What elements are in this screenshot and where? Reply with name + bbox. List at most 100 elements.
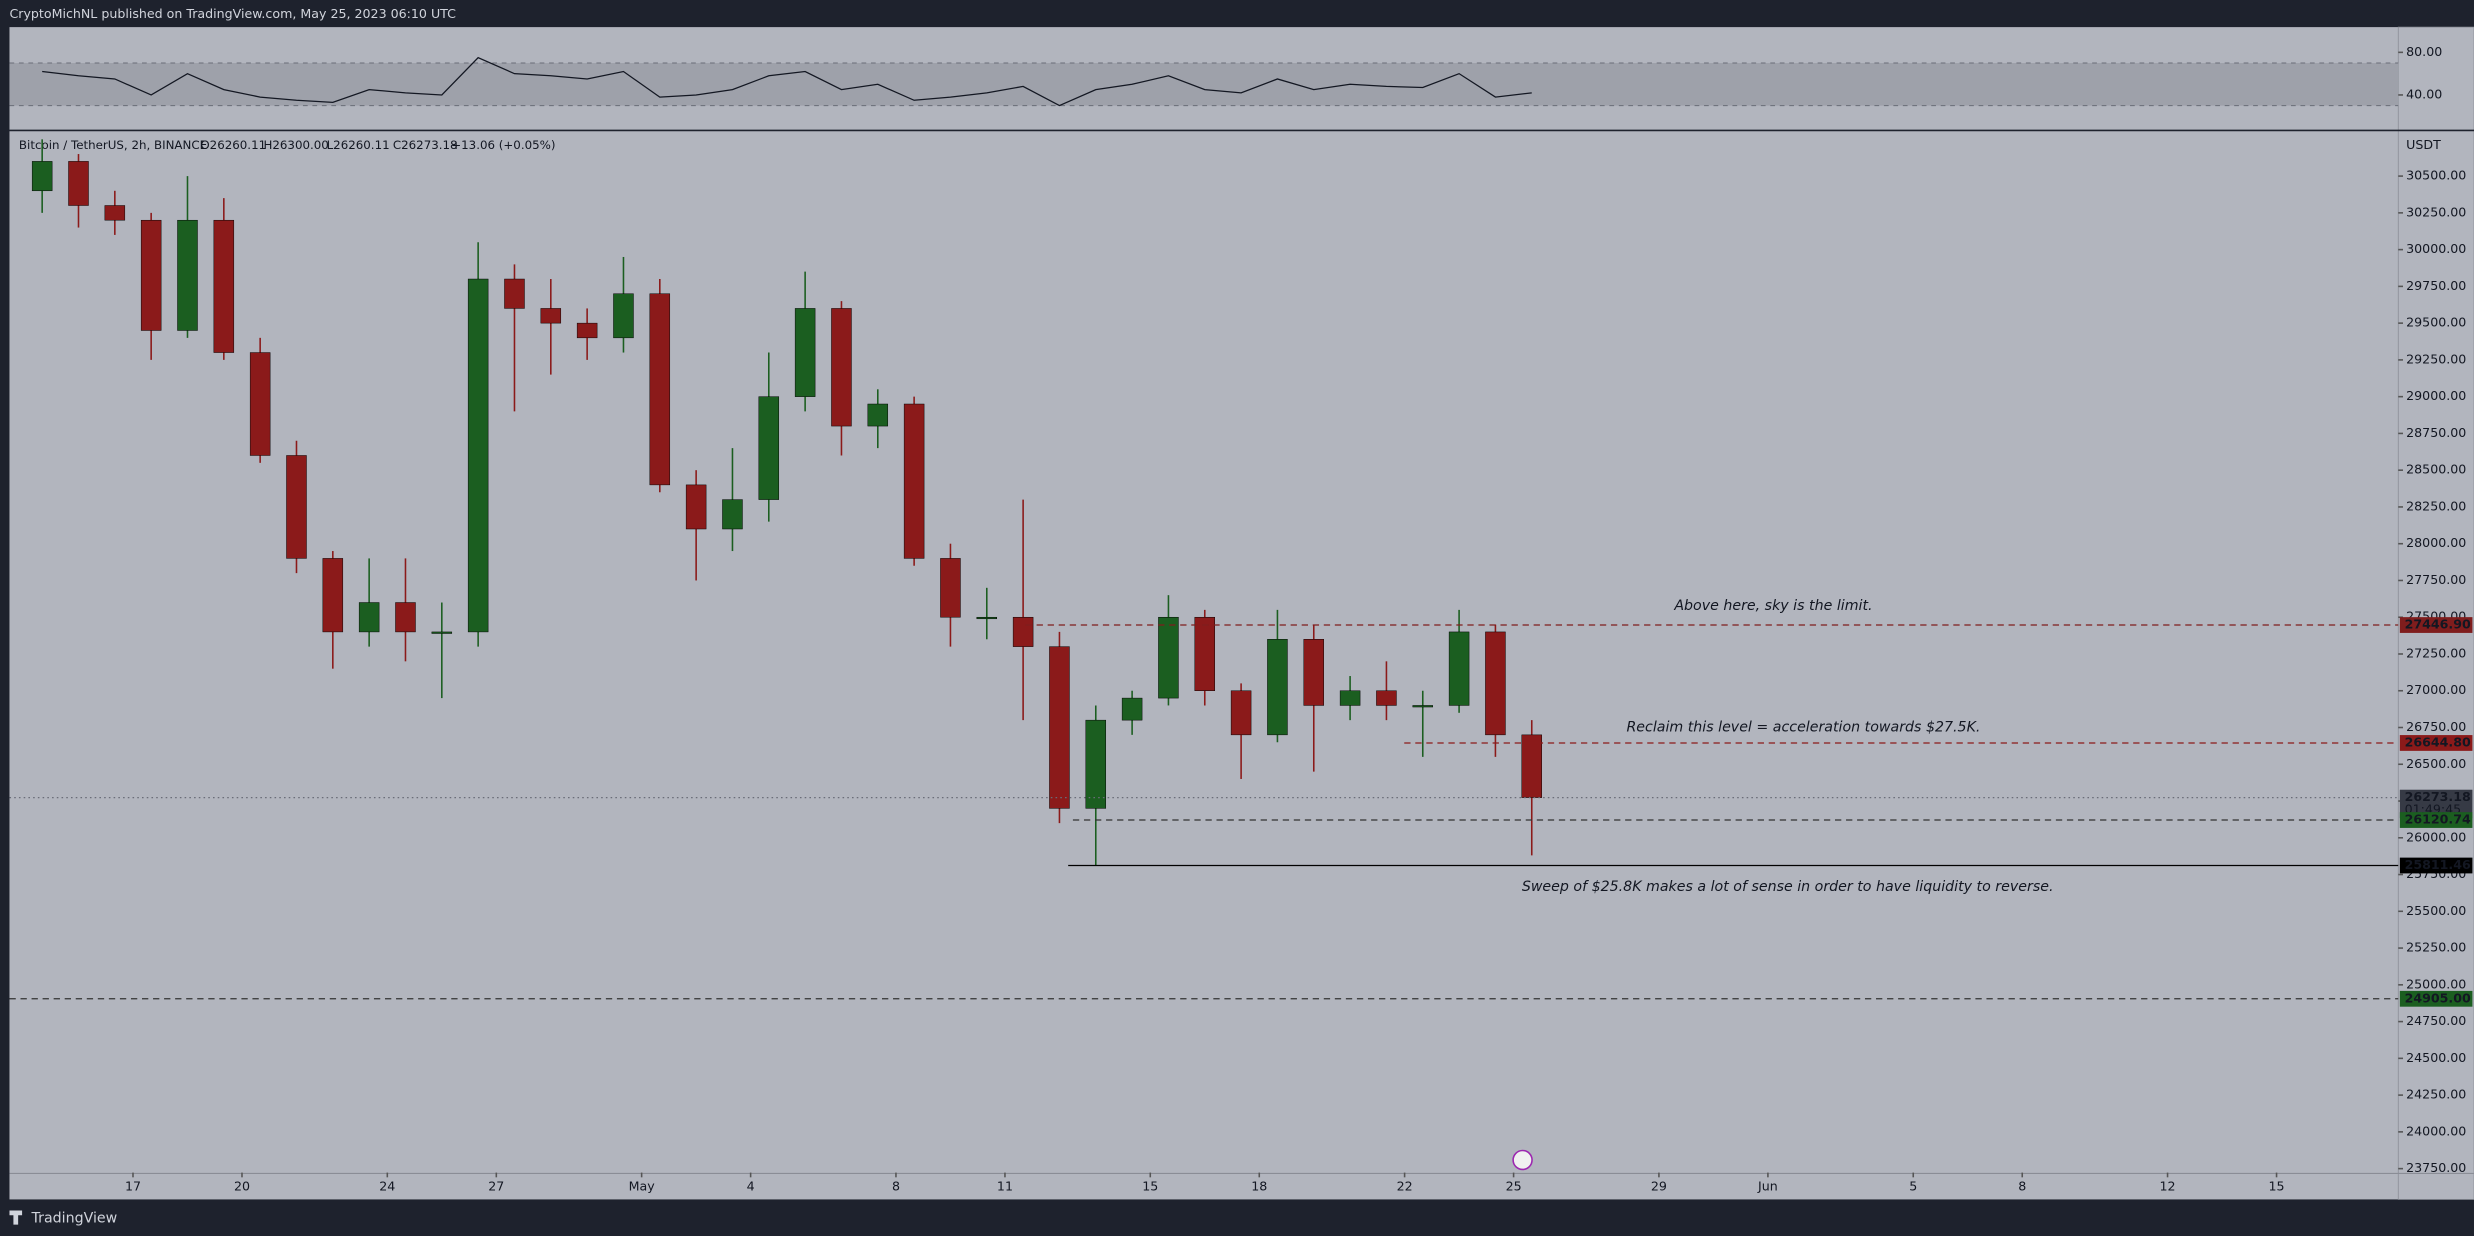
x-tick-label: 29 <box>1651 1178 1667 1193</box>
y-tick-label: 24000.00 <box>2406 1123 2466 1138</box>
candle-body <box>1230 690 1252 736</box>
candle-body <box>1121 697 1143 721</box>
candle-body <box>867 403 889 427</box>
annotation: Above here, sky is the limit. <box>1673 598 1872 614</box>
y-tick-label: 26000.00 <box>2406 829 2466 844</box>
y-tick-label: 30000.00 <box>2406 241 2466 256</box>
ohlc-value: C26273.18 <box>393 138 458 152</box>
level-label: 26273.18 <box>2405 789 2471 804</box>
candle-body <box>249 352 271 456</box>
x-tick-label: 12 <box>2160 1178 2176 1193</box>
x-tick-label: 5 <box>1909 1178 1917 1193</box>
candle-body <box>1158 616 1179 699</box>
candle-body <box>177 219 198 331</box>
y-tick-label: 28250.00 <box>2406 498 2466 513</box>
y-tick-label: 28500.00 <box>2406 462 2466 477</box>
annotation: Sweep of $25.8K makes a lot of sense in … <box>1522 879 2054 895</box>
candle-body <box>540 308 562 324</box>
x-tick-label: 24 <box>379 1178 395 1193</box>
x-tick-label: Jun <box>1757 1178 1778 1193</box>
x-tick-label: 8 <box>2018 1178 2026 1193</box>
candle-body <box>431 631 453 634</box>
x-tick-label: 18 <box>1251 1178 1267 1193</box>
x-tick-label: 20 <box>234 1178 250 1193</box>
y-tick-label: 24500.00 <box>2406 1050 2466 1065</box>
event-icon <box>1512 1149 1533 1171</box>
candle-body <box>1448 631 1470 706</box>
plot: 23750.00 24000.00 24250.00 24500.00 24750.00… <box>9 44 2473 1193</box>
level-label: 27446.90 <box>2405 617 2471 632</box>
candle-body <box>68 161 89 206</box>
legend: Bitcoin / TetherUS, 2h, BINANCE <box>19 138 207 152</box>
y-tick-label: 25250.00 <box>2406 940 2466 955</box>
candle-body <box>1049 646 1070 809</box>
annotation: Reclaim this level = acceleration toward… <box>1626 720 1980 736</box>
brand-logo <box>9 1210 23 1225</box>
candle-body <box>758 396 780 500</box>
candle-body <box>1012 616 1034 647</box>
y-tick-label: 26500.00 <box>2406 756 2466 771</box>
level-label-bg <box>2399 990 2473 1007</box>
x-tick-label: 8 <box>892 1178 900 1193</box>
candle-body <box>1085 719 1107 809</box>
y-tick-label: 27750.00 <box>2406 572 2466 587</box>
candle-body <box>903 403 925 559</box>
level-label-bg <box>2399 617 2473 633</box>
y-tick-label: 29500.00 <box>2406 315 2466 330</box>
candle-body <box>613 293 634 339</box>
ohlc-value: L26260.11 <box>327 138 390 152</box>
x-tick-label: 15 <box>2269 1178 2285 1193</box>
y-tick-label: 30250.00 <box>2406 204 2466 219</box>
y-tick-label: 28750.00 <box>2406 425 2466 440</box>
level-label: 25811.46 <box>2405 857 2471 872</box>
y-tick-label: 26750.00 <box>2406 719 2466 734</box>
level-label-bg <box>2399 857 2473 874</box>
y-tick-label: 27250.00 <box>2406 645 2466 660</box>
candle-body <box>1376 690 1397 706</box>
candle-body <box>649 293 671 486</box>
candle-body <box>213 219 235 353</box>
candle-body <box>1339 690 1361 706</box>
x-tick-label: 4 <box>747 1178 755 1193</box>
candle-body <box>322 558 344 633</box>
ohlc-value: H26300.00 <box>263 138 328 152</box>
candle-body <box>358 602 380 633</box>
candle-body <box>576 322 598 339</box>
y-tick-label: 40.00 <box>2406 86 2442 101</box>
x-tick-label: 27 <box>488 1178 504 1193</box>
x-tick-label: 17 <box>125 1178 141 1193</box>
candle-body <box>467 278 489 633</box>
candle-body <box>722 499 743 530</box>
level-label: 26120.74 <box>2405 812 2471 827</box>
rsi-line <box>42 56 1532 107</box>
header-title: CryptoMichNL published on TradingView.co… <box>9 6 456 21</box>
candle-body <box>504 278 525 309</box>
chart-area <box>9 27 2474 1200</box>
candle-body <box>31 161 53 192</box>
y-tick-label: 23750.00 <box>2406 1160 2466 1175</box>
candle-body <box>395 602 416 633</box>
candle-body <box>685 484 707 530</box>
y-tick-label: 24250.00 <box>2406 1087 2466 1102</box>
y-tick-label: 30500.00 <box>2406 168 2466 183</box>
footer-brand: TradingView <box>31 1210 118 1226</box>
candle-body <box>976 616 998 620</box>
candle-body <box>940 558 961 618</box>
candle-body <box>794 308 816 397</box>
x-tick-label: 11 <box>997 1178 1013 1193</box>
x-tick-label: May <box>629 1178 656 1193</box>
y-tick-label: 80.00 <box>2406 44 2442 59</box>
y-tick-label: 24750.00 <box>2406 1013 2466 1028</box>
candle-body <box>286 455 307 559</box>
y-tick-label: 29750.00 <box>2406 278 2466 293</box>
level-label: 24905.00 <box>2405 990 2471 1005</box>
candle-body <box>1303 639 1324 706</box>
candle-body <box>831 308 852 427</box>
y-tick-label: 25000.00 <box>2406 976 2466 991</box>
candle-body <box>1194 616 1216 691</box>
candle-body <box>140 219 162 331</box>
level-label-bg <box>2399 735 2473 751</box>
candle-body <box>1521 734 1542 798</box>
